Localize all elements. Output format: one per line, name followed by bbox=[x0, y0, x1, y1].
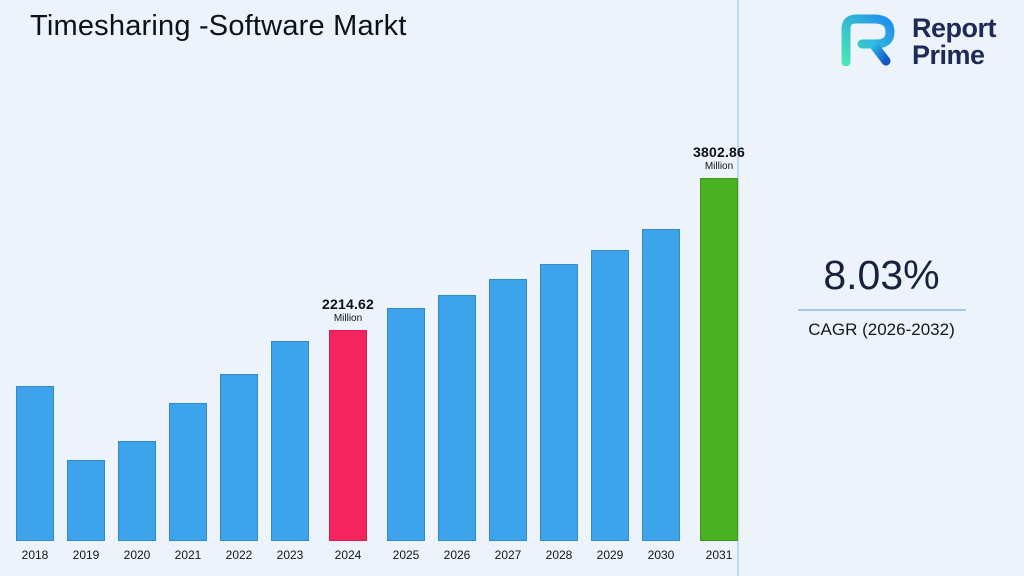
page-title: Timesharing -Software Markt bbox=[30, 10, 407, 42]
x-axis-label-2027: 2027 bbox=[494, 548, 522, 562]
bar-column-2019: 2019 bbox=[67, 460, 105, 562]
x-axis-label-2022: 2022 bbox=[225, 548, 253, 562]
bar-column-2022: 2022 bbox=[220, 374, 258, 562]
bar-column-2031: 3802.86 Million 2031 bbox=[693, 144, 745, 562]
bar-column-2026: 2026 bbox=[438, 295, 477, 562]
bar-column-2024: 2214.62 Million 2024 bbox=[322, 296, 374, 562]
x-axis-label-2020: 2020 bbox=[123, 548, 151, 562]
x-axis-label-2025: 2025 bbox=[392, 548, 420, 562]
x-axis-label-2026: 2026 bbox=[443, 548, 471, 562]
bar-column-2020: 2020 bbox=[118, 441, 156, 562]
cagr-value: 8.03% bbox=[823, 252, 940, 298]
bar-value-number-2024: 2214.62 bbox=[322, 296, 375, 312]
bar-2027 bbox=[489, 279, 528, 541]
report-prime-logo-icon bbox=[836, 12, 902, 71]
x-axis-label-2021: 2021 bbox=[174, 548, 202, 562]
x-axis-label-2028: 2028 bbox=[545, 548, 573, 562]
bar-chart: 2018 2019 2020 2021 2022 2023 2214.62 Million 20… bbox=[16, 144, 745, 562]
bar-column-2030: 2030 bbox=[642, 229, 681, 562]
bar-column-2025: 2025 bbox=[387, 308, 426, 562]
bar-column-2027: 2027 bbox=[489, 279, 528, 562]
bar-column-2021: 2021 bbox=[169, 403, 207, 562]
report-prime-logo-text: Report Prime bbox=[912, 13, 997, 70]
logo-word-report: Report bbox=[912, 13, 997, 44]
bar-2031 bbox=[700, 178, 739, 541]
bar-value-unit-2024: Million bbox=[333, 313, 363, 324]
bar-column-2029: 2029 bbox=[591, 250, 630, 562]
bar-2023 bbox=[271, 341, 309, 541]
bar-2026 bbox=[438, 295, 477, 541]
bar-value-label-2024: 2214.62 Million bbox=[322, 296, 374, 324]
bar-2025 bbox=[387, 308, 426, 541]
bar-2021 bbox=[169, 403, 207, 541]
report-prime-logo: Report Prime bbox=[836, 12, 997, 71]
cagr-panel: 8.03% CAGR (2026-2032) bbox=[739, 252, 1024, 340]
cagr-underline bbox=[797, 309, 966, 311]
logo-word-prime: Prime bbox=[912, 39, 985, 70]
x-axis-label-2030: 2030 bbox=[647, 548, 675, 562]
bar-2030 bbox=[642, 229, 681, 541]
bar-2022 bbox=[220, 374, 258, 541]
cagr-label: CAGR (2026-2032) bbox=[808, 320, 955, 339]
x-axis-label-2031: 2031 bbox=[705, 548, 733, 562]
bar-column-2023: 2023 bbox=[271, 341, 309, 562]
bar-value-unit-2031: Million bbox=[704, 161, 734, 172]
x-axis-label-2024: 2024 bbox=[334, 548, 362, 562]
bar-2028 bbox=[540, 264, 579, 541]
bar-2029 bbox=[591, 250, 630, 541]
bar-2024 bbox=[329, 330, 367, 541]
x-axis-label-2019: 2019 bbox=[72, 548, 100, 562]
bar-column-2028: 2028 bbox=[540, 264, 579, 562]
bar-2020 bbox=[118, 441, 156, 541]
bar-2019 bbox=[67, 460, 105, 541]
x-axis-label-2029: 2029 bbox=[596, 548, 624, 562]
x-axis-label-2018: 2018 bbox=[21, 548, 49, 562]
bar-column-2018: 2018 bbox=[16, 386, 54, 562]
bar-2018 bbox=[16, 386, 54, 541]
x-axis-label-2023: 2023 bbox=[276, 548, 304, 562]
bar-value-number-2031: 3802.86 bbox=[693, 144, 746, 160]
bar-value-label-2031: 3802.86 Million bbox=[693, 144, 745, 172]
